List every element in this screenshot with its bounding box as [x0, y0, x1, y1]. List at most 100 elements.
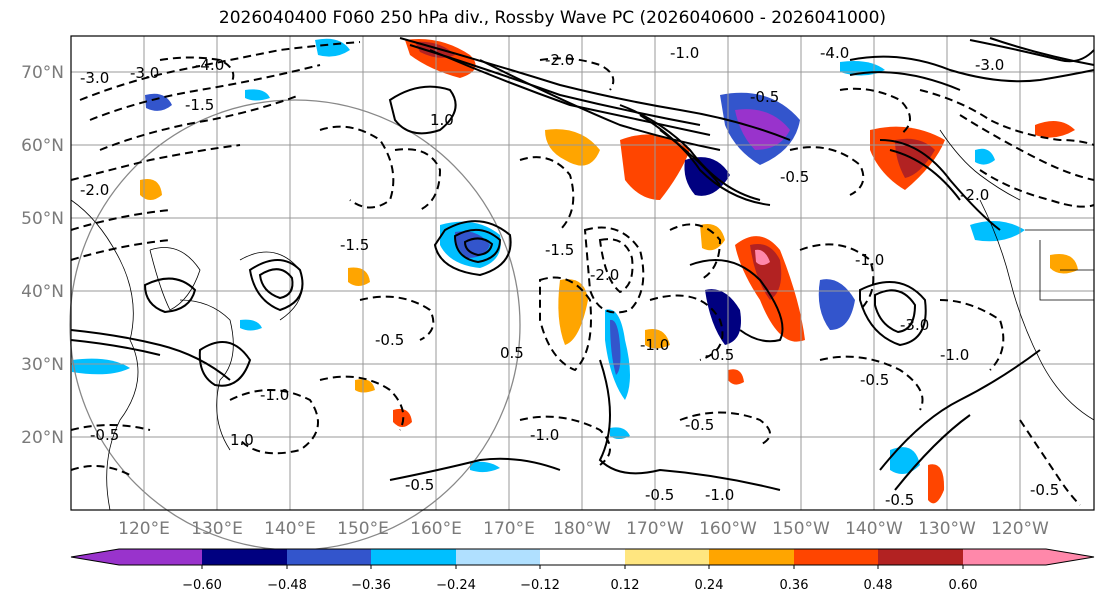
contour-label: -3.0: [975, 56, 1004, 74]
colorbar-tick-label: 0.12: [611, 578, 640, 593]
contour-label: -3.0: [80, 69, 109, 87]
lon-label: 140°E: [264, 519, 316, 539]
contour-label: -1.0: [940, 346, 969, 364]
colorbar-extend-right: [1046, 549, 1094, 565]
contour-label: -0.5: [405, 476, 434, 494]
lon-label: 130°E: [191, 519, 243, 539]
divergence-blob: [895, 138, 935, 178]
colorbar-segment: [963, 549, 1046, 565]
convergence-blob: [315, 38, 350, 57]
colorbar-segment: [371, 549, 456, 565]
convergence-blob: [705, 289, 741, 345]
lat-label: 70°N: [21, 63, 64, 83]
contour-label: -3.0: [900, 316, 929, 334]
divergence-blob: [140, 179, 162, 200]
convergence-blob: [610, 427, 630, 439]
contour-label: -1.0: [530, 426, 559, 444]
lon-label: 180°W: [553, 519, 611, 539]
colorbar-tick-label: 0.60: [949, 578, 978, 593]
lon-label: 120°W: [991, 519, 1049, 539]
colorbar-segment: [456, 549, 540, 565]
contour-label: -1.0: [705, 486, 734, 504]
convergence-blob: [890, 447, 920, 474]
lat-label: 60°N: [21, 136, 64, 156]
solid-contours: [70, 37, 1095, 491]
colorbar-ticks: −0.60 −0.48 −0.36 −0.24 −0.12 0.12 0.24 …: [182, 578, 977, 593]
colorbar-tick-label: 0.48: [864, 578, 893, 593]
contour-label: -4.0: [820, 44, 849, 62]
colorbar-tick-label: 0.36: [780, 578, 809, 593]
divergence-blob: [700, 224, 725, 251]
colorbar-tick-label: 0.24: [695, 578, 724, 593]
convergence-blob: [610, 319, 621, 375]
divergence-blob: [348, 267, 370, 286]
lon-label: 170°W: [626, 519, 684, 539]
contour-label: -4.0: [195, 56, 224, 74]
contour-label: -2.0: [80, 181, 109, 199]
contour-label: -1.5: [185, 96, 214, 114]
contour-label: -1.0: [260, 386, 289, 404]
colorbar-segment: [878, 549, 963, 565]
contour-label: -3.0: [130, 64, 159, 82]
colorbar-outline: [70, 548, 1095, 566]
colorbar-segment: [709, 549, 794, 565]
contour-label: -1.5: [545, 241, 574, 259]
convergence-blob: [145, 93, 172, 111]
contour-label: 1.0: [430, 111, 454, 129]
contour-label: -0.5: [90, 426, 119, 444]
lat-label: 40°N: [21, 282, 64, 302]
colorbar-segment: [119, 549, 202, 565]
colorbar-segment: [202, 549, 287, 565]
lat-label: 20°N: [21, 428, 64, 448]
lat-label: 30°N: [21, 355, 64, 375]
lon-label: 160°W: [699, 519, 757, 539]
lon-label: 160°E: [410, 519, 462, 539]
convergence-blob: [470, 461, 500, 473]
colorbar-tick-label: −0.48: [267, 578, 307, 593]
convergence-blob: [970, 221, 1025, 242]
divergence-blob: [545, 129, 600, 166]
contour-label: -2.0: [590, 266, 619, 284]
lat-label: 50°N: [21, 209, 64, 229]
colorbar-segment: [794, 549, 878, 565]
divergence-blob: [728, 369, 744, 385]
colorbar-tick-label: −0.12: [520, 578, 560, 593]
colorbar-tick-label: −0.36: [351, 578, 391, 593]
lon-label: 130°W: [918, 519, 976, 539]
divergence-blob: [558, 279, 588, 345]
convergence-blob: [245, 89, 270, 101]
contour-label: -0.5: [645, 486, 674, 504]
colorbar-segment: [625, 549, 709, 565]
colorbar: [70, 548, 1095, 569]
longitude-axis: 120°E 130°E 140°E 150°E 160°E 170°E 180°…: [118, 519, 1049, 539]
lon-label: 170°E: [483, 519, 535, 539]
contour-label: -2.0: [545, 51, 574, 69]
contour-label-group: -3.0 -4.0 -1.5 -2.0 -3.0 1.0 -1.0 -0.5 0…: [80, 44, 1059, 509]
divergence-blob: [755, 249, 770, 265]
colorbar-extend-left: [71, 549, 119, 565]
colorbar-segment: [287, 549, 371, 565]
contour-label: -2.0: [960, 186, 989, 204]
contour-label: -0.5: [780, 168, 809, 186]
divergence-blob: [928, 464, 945, 504]
map-frame: [70, 35, 1095, 511]
lon-label: 140°W: [845, 519, 903, 539]
latitude-axis: 70°N 60°N 50°N 40°N 30°N 20°N: [21, 63, 64, 448]
divergence-blob: [1035, 121, 1075, 138]
colorbar-tick-label: −0.24: [436, 578, 476, 593]
divergence-blob: [645, 329, 670, 349]
contour-label: 1.0: [230, 431, 254, 449]
divergence-blob: [355, 379, 375, 393]
contour-label: 0.5: [500, 344, 524, 362]
convergence-blob: [975, 148, 995, 165]
contour-label: -0.5: [860, 371, 889, 389]
contour-label: -1.0: [855, 251, 884, 269]
contour-label: -0.5: [375, 331, 404, 349]
map-title: 2026040400 F060 250 hPa div., Rossby Wav…: [218, 8, 887, 28]
convergence-blob: [818, 279, 855, 330]
convergence-blob: [72, 358, 130, 375]
graticule: [71, 36, 1094, 510]
contour-label: -0.5: [885, 491, 914, 509]
contour-label: -1.0: [640, 336, 669, 354]
